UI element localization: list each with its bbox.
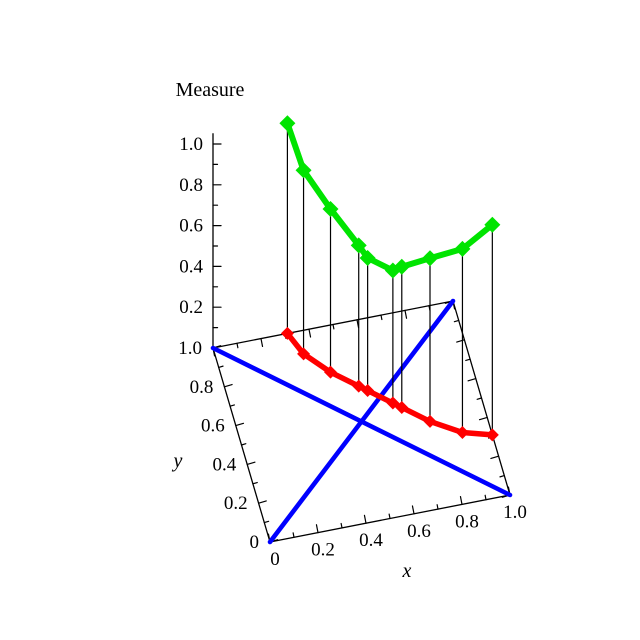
y-axis-title: y <box>172 450 183 472</box>
right-edge-tick <box>490 455 500 460</box>
base-path-marker <box>455 426 469 440</box>
y-tick-label: 0.2 <box>224 493 248 514</box>
top-edge-tick <box>260 338 264 348</box>
anti-diagonal-line <box>210 345 513 498</box>
right-edge-tick <box>453 319 460 323</box>
y-tick <box>246 461 256 465</box>
measure-curve-marker <box>422 250 439 267</box>
plot-geometry: 0 0.2 0.4 0.6 0.8 1.000.20.40.60.81.00.20.40.… <box>178 115 527 570</box>
x-tick <box>459 495 463 505</box>
x-tick-label: 0.2 <box>311 540 335 561</box>
measure-curve-marker <box>484 216 501 233</box>
base-path-marker <box>280 326 294 340</box>
base-path-marker <box>423 414 437 428</box>
y-tick-label: 0.8 <box>190 377 214 398</box>
x-tick-label: 0 <box>270 549 280 570</box>
x-tick <box>315 524 319 534</box>
base-path-marker <box>485 428 499 442</box>
y-tick <box>229 404 236 407</box>
measure-curve-marker <box>279 115 296 132</box>
base-path-marker <box>352 379 366 393</box>
y-tick <box>218 365 224 368</box>
y-tick <box>240 443 247 446</box>
measure-tick-label: 0.4 <box>179 256 203 277</box>
base-path-marker <box>361 384 375 398</box>
base-path-marker <box>324 365 338 379</box>
top-edge-tick <box>236 342 239 349</box>
base-path-marker <box>297 347 311 361</box>
top-edge-tick <box>404 309 408 319</box>
measure-tick-label: 0.2 <box>179 297 203 318</box>
x-tick <box>411 505 415 515</box>
base-path-marker <box>395 400 409 414</box>
x-tick <box>340 522 343 529</box>
right-edge-tick <box>499 475 505 478</box>
y-tick <box>252 481 258 485</box>
measure-tick-label: 0.6 <box>179 216 203 237</box>
y-tick <box>235 422 245 427</box>
right-edge-tick <box>467 378 477 382</box>
y-tick-label: 0.6 <box>201 416 225 437</box>
x-tick-label: 0.6 <box>407 521 431 542</box>
measure-axis-title: Measure <box>176 79 245 101</box>
x-tick <box>484 494 487 501</box>
y-tick-label: 0 <box>250 532 260 553</box>
right-edge-tick <box>465 358 471 362</box>
measure-curve-line <box>284 120 496 274</box>
measure-curve-marker <box>359 249 376 266</box>
x-tick-label: 0.8 <box>455 511 479 532</box>
y-tick <box>263 520 270 524</box>
x-tick-label: 1.0 <box>503 502 527 523</box>
top-edge-tick <box>380 314 383 321</box>
base-path-marker <box>386 396 400 410</box>
measure-curve-marker <box>350 237 367 254</box>
x-axis-title: x <box>402 560 412 582</box>
measure-curve-marker <box>322 200 339 217</box>
y-tick <box>223 383 233 388</box>
x-tick <box>436 504 439 510</box>
x-tick-label: 0.4 <box>359 530 383 551</box>
measure-tick-label: 0.8 <box>179 175 203 196</box>
measure-curve-marker <box>393 258 410 275</box>
top-edge-tick <box>332 323 335 330</box>
base-path-line <box>284 330 496 438</box>
x-tick <box>363 514 367 524</box>
right-edge-tick <box>478 416 488 421</box>
y-tick-label: 0.4 <box>212 454 236 475</box>
y-tick <box>258 500 267 504</box>
y-tick-label: 1.0 <box>178 338 202 359</box>
top-edge-tick <box>308 328 312 338</box>
measure-tick-label: 1.0 <box>179 134 203 155</box>
measure-curve-marker <box>454 240 471 257</box>
measure-curve-marker <box>295 162 312 179</box>
x-tick <box>292 532 295 538</box>
right-edge-tick <box>456 339 465 343</box>
right-edge-tick <box>476 397 483 400</box>
x-tick <box>388 513 391 520</box>
